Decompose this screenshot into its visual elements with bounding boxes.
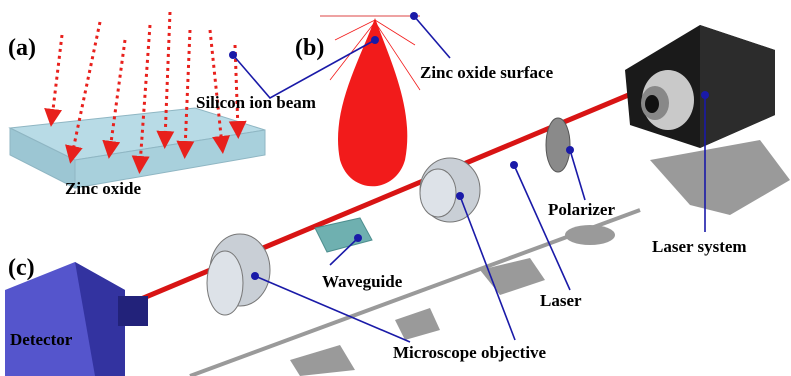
ion-plume [320,16,420,186]
label: Microscope objective [393,343,547,362]
panel-label: (b) [295,35,324,61]
objective-right [420,158,480,222]
floor-shadows [190,140,790,376]
label: Laser system [652,237,747,256]
panel-label: (c) [8,255,35,281]
label: Zinc oxide [65,179,141,198]
laser-system [625,25,775,148]
label: Waveguide [322,272,403,291]
polarizer-disk [546,118,570,172]
label: Laser [540,291,582,310]
label: Zinc oxide surface [420,63,554,82]
label: Detector [10,330,73,349]
label: Polarizer [548,200,615,219]
diagram: (a) (b) (c) Silicon ion beam Zinc oxide … [0,0,791,376]
objective-left [207,234,270,315]
label: Silicon ion beam [196,93,316,112]
zinc-oxide-slab [10,108,265,188]
panel-label: (a) [8,35,36,61]
